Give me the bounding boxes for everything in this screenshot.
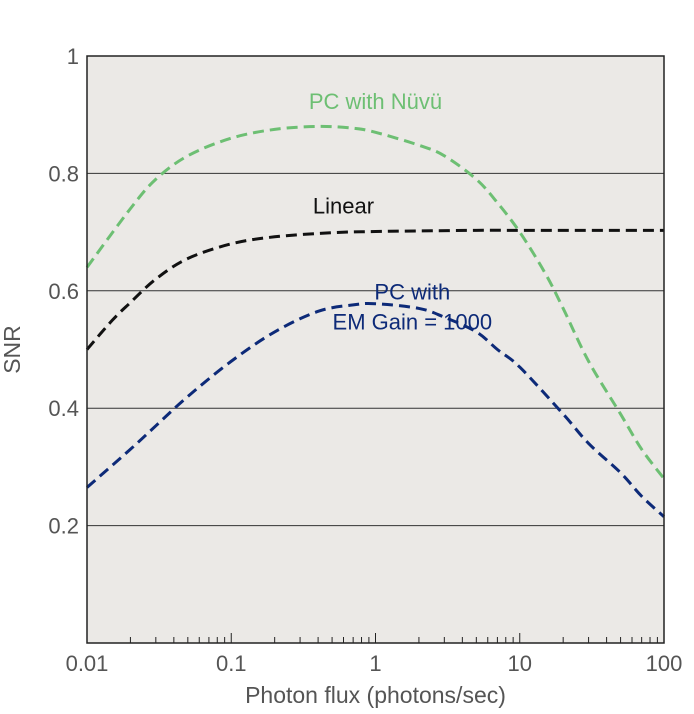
- plot-frame: [86, 55, 665, 644]
- x-tick-label: 1: [369, 651, 381, 676]
- y-tick-label: 1: [67, 44, 79, 69]
- x-axis-label: Photon flux (photons/sec): [245, 682, 506, 708]
- x-tick-label: 10: [508, 651, 532, 676]
- y-tick-labels: 0.2 0.4 0.6 0.8 1: [48, 44, 79, 539]
- series-line: [85, 124, 666, 480]
- gridlines: [87, 172, 664, 527]
- annotations: PC with Nüvü Linear PC with EM Gain = 1000: [309, 89, 492, 335]
- series-line: [85, 228, 664, 351]
- x-tick-label: 0.1: [216, 651, 247, 676]
- y-tick-label: 0.8: [48, 161, 79, 186]
- x-tick-label: 0.01: [66, 651, 109, 676]
- series-line: [86, 301, 666, 518]
- x-minor-ticks: [86, 633, 658, 643]
- series-annotation: Linear: [313, 193, 374, 218]
- y-axis-label: SNR: [0, 325, 25, 374]
- x-tick-labels: 0.01 0.1 1 10 100: [66, 651, 683, 676]
- x-tick-label: 100: [646, 651, 683, 676]
- series-annotation: PC with: [374, 280, 450, 305]
- y-tick-label: 0.4: [48, 396, 79, 421]
- plot-area: [87, 56, 664, 643]
- series-annotation: PC with Nüvü: [309, 89, 442, 114]
- series-lines: [85, 124, 666, 518]
- y-tick-label: 0.2: [48, 514, 79, 539]
- series-annotation: EM Gain = 1000: [333, 310, 493, 335]
- y-tick-label: 0.6: [48, 279, 79, 304]
